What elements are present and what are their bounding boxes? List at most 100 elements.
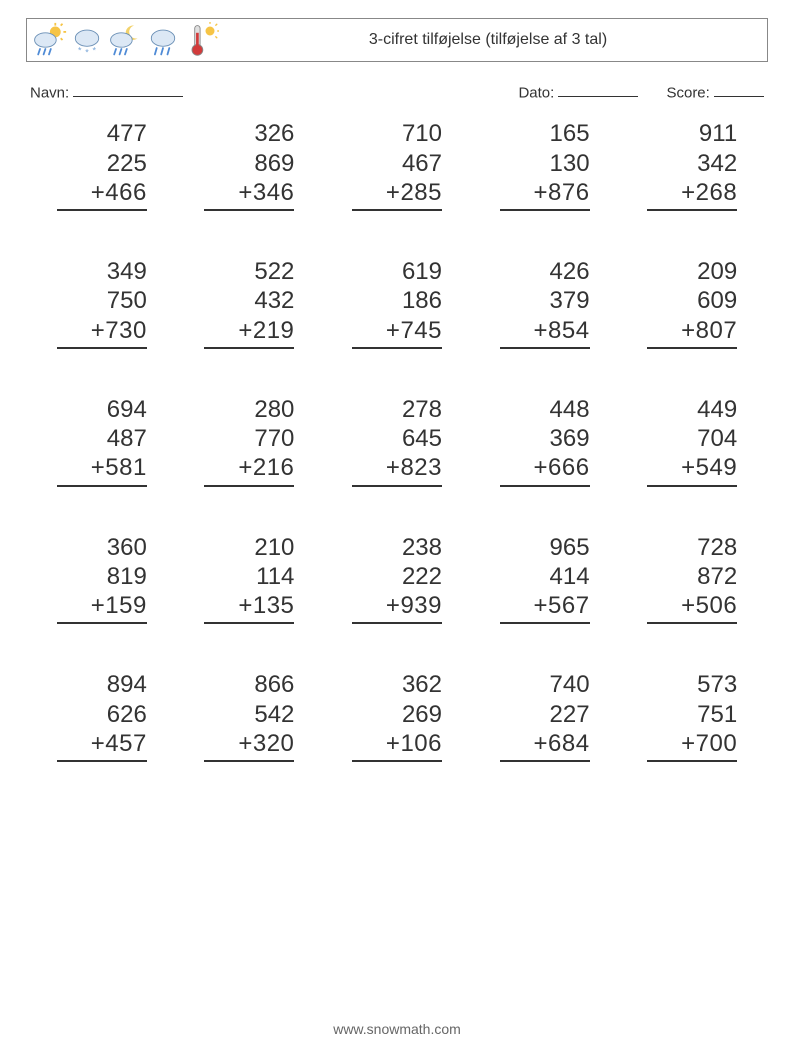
addend-2: 770 xyxy=(204,424,294,453)
addend-2: 609 xyxy=(647,286,737,315)
addend-2: 379 xyxy=(500,286,590,315)
date-blank[interactable] xyxy=(558,82,638,97)
addend-2: 222 xyxy=(352,562,442,591)
addend-1: 911 xyxy=(647,119,737,148)
addend-3: +466 xyxy=(57,178,147,211)
addend-1: 238 xyxy=(352,533,442,562)
addend-3: +700 xyxy=(647,729,737,762)
addend-3: +730 xyxy=(57,316,147,349)
addend-1: 573 xyxy=(647,670,737,699)
addend-3: +684 xyxy=(500,729,590,762)
addend-1: 710 xyxy=(352,119,442,148)
addition-problem: 210114+135 xyxy=(204,533,294,625)
addition-problem: 278645+823 xyxy=(352,395,442,487)
addition-problem: 522432+219 xyxy=(204,257,294,349)
date-label: Dato: xyxy=(518,84,554,101)
addend-1: 728 xyxy=(647,533,737,562)
addend-1: 426 xyxy=(500,257,590,286)
addition-problem: 965414+567 xyxy=(500,533,590,625)
addend-3: +106 xyxy=(352,729,442,762)
date-field: Dato: xyxy=(518,82,638,101)
addend-1: 278 xyxy=(352,395,442,424)
rain-cloud-icon xyxy=(145,22,181,58)
addend-3: +823 xyxy=(352,453,442,486)
addend-2: 626 xyxy=(57,700,147,729)
addend-1: 965 xyxy=(500,533,590,562)
addend-2: 751 xyxy=(647,700,737,729)
addition-problem: 911342+268 xyxy=(647,119,737,211)
addend-2: 227 xyxy=(500,700,590,729)
score-label: Score: xyxy=(666,84,709,101)
addend-3: +457 xyxy=(57,729,147,762)
svg-text:*: * xyxy=(78,46,82,56)
thermometer-sun-icon xyxy=(183,22,219,58)
name-label: Navn: xyxy=(30,84,69,101)
worksheet-page: *** xyxy=(0,0,794,1053)
addition-problem: 280770+216 xyxy=(204,395,294,487)
addition-problem: 426379+854 xyxy=(500,257,590,349)
name-blank[interactable] xyxy=(73,82,183,97)
weather-icon-strip: *** xyxy=(27,22,219,58)
svg-text:*: * xyxy=(85,47,89,57)
addend-2: 369 xyxy=(500,424,590,453)
addend-3: +666 xyxy=(500,453,590,486)
addend-2: 487 xyxy=(57,424,147,453)
addition-problem: 360819+159 xyxy=(57,533,147,625)
addition-problem: 740227+684 xyxy=(500,670,590,762)
addend-2: 269 xyxy=(352,700,442,729)
addend-1: 326 xyxy=(204,119,294,148)
info-row: Navn: Dato: Score: xyxy=(26,82,768,101)
addend-1: 448 xyxy=(500,395,590,424)
addition-problem: 573751+700 xyxy=(647,670,737,762)
addend-1: 280 xyxy=(204,395,294,424)
addend-2: 414 xyxy=(500,562,590,591)
sun-rain-cloud-icon xyxy=(31,22,67,58)
addend-2: 869 xyxy=(204,149,294,178)
footer-link[interactable]: www.snowmath.com xyxy=(0,1021,794,1037)
score-blank[interactable] xyxy=(714,82,764,97)
addend-3: +268 xyxy=(647,178,737,211)
addend-3: +506 xyxy=(647,591,737,624)
addend-1: 866 xyxy=(204,670,294,699)
addend-3: +135 xyxy=(204,591,294,624)
addition-problem: 894626+457 xyxy=(57,670,147,762)
addend-3: +745 xyxy=(352,316,442,349)
addend-1: 210 xyxy=(204,533,294,562)
addend-2: 130 xyxy=(500,149,590,178)
addend-3: +581 xyxy=(57,453,147,486)
addend-2: 342 xyxy=(647,149,737,178)
addend-3: +219 xyxy=(204,316,294,349)
addend-3: +854 xyxy=(500,316,590,349)
addend-1: 894 xyxy=(57,670,147,699)
addition-problem: 238222+939 xyxy=(352,533,442,625)
addend-1: 209 xyxy=(647,257,737,286)
moon-rain-cloud-icon xyxy=(107,22,143,58)
addition-problem: 209609+807 xyxy=(647,257,737,349)
addend-3: +285 xyxy=(352,178,442,211)
addition-problem: 710467+285 xyxy=(352,119,442,211)
addition-problem: 349750+730 xyxy=(57,257,147,349)
addition-problem: 866542+320 xyxy=(204,670,294,762)
addition-problem: 362269+106 xyxy=(352,670,442,762)
addend-3: +807 xyxy=(647,316,737,349)
addend-1: 362 xyxy=(352,670,442,699)
addend-2: 819 xyxy=(57,562,147,591)
addend-3: +549 xyxy=(647,453,737,486)
addend-1: 694 xyxy=(57,395,147,424)
header-bar: *** xyxy=(26,18,768,62)
addend-2: 750 xyxy=(57,286,147,315)
addend-2: 114 xyxy=(204,562,294,591)
addend-2: 432 xyxy=(204,286,294,315)
addition-problem: 449704+549 xyxy=(647,395,737,487)
addend-1: 449 xyxy=(647,395,737,424)
addend-2: 872 xyxy=(647,562,737,591)
addition-problem: 619186+745 xyxy=(352,257,442,349)
addend-3: +216 xyxy=(204,453,294,486)
addend-1: 619 xyxy=(352,257,442,286)
addend-3: +320 xyxy=(204,729,294,762)
addend-1: 349 xyxy=(57,257,147,286)
addition-problem: 448369+666 xyxy=(500,395,590,487)
name-field: Navn: xyxy=(30,82,518,101)
svg-text:*: * xyxy=(92,46,96,56)
snow-cloud-icon: *** xyxy=(69,22,105,58)
